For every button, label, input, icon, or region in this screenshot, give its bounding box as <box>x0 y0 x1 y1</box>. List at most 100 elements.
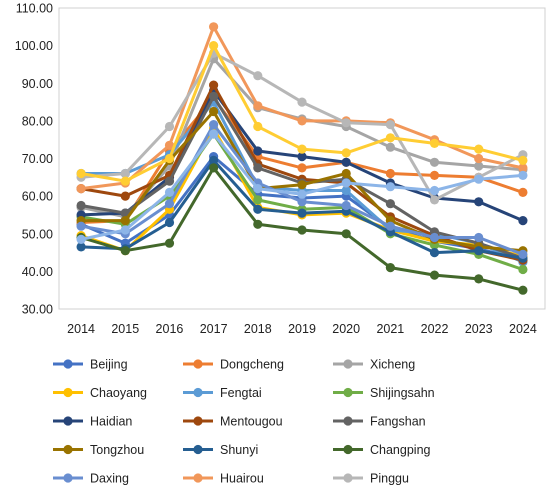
series-miyun <box>76 41 528 186</box>
data-point <box>341 229 351 239</box>
data-point <box>209 163 219 173</box>
data-point <box>209 22 219 32</box>
data-point <box>429 185 440 196</box>
data-point <box>164 176 175 186</box>
data-point <box>341 118 351 128</box>
data-point <box>297 180 307 190</box>
y-tick-label: 60.00 <box>22 190 53 204</box>
legend-swatch-marker <box>63 473 73 483</box>
legend-swatch-marker <box>63 359 73 369</box>
data-point <box>76 168 86 179</box>
data-point <box>253 195 263 205</box>
data-point <box>209 129 219 139</box>
legend-item: Fengtai <box>183 386 262 400</box>
data-point <box>385 221 395 231</box>
data-point <box>120 225 130 235</box>
legend-item: Chaoyang <box>53 386 147 400</box>
data-point <box>429 248 440 258</box>
legend-label: Dongcheng <box>220 358 284 372</box>
x-tick-label: 2018 <box>244 322 272 336</box>
data-point <box>474 246 484 256</box>
data-point <box>209 120 219 130</box>
y-tick-label: 40.00 <box>22 265 53 279</box>
legend-item: Shunyi <box>183 443 258 457</box>
data-point <box>297 97 307 107</box>
data-point <box>341 148 351 158</box>
legend-swatch-marker <box>343 359 353 369</box>
legend-item: Changping <box>333 443 431 457</box>
data-point <box>164 153 175 164</box>
data-point <box>76 184 86 194</box>
data-point <box>518 264 528 275</box>
data-point <box>385 133 395 143</box>
data-point <box>297 152 307 162</box>
data-point <box>341 178 351 188</box>
legend-item: Beijing <box>53 358 128 372</box>
legend-item: Dongcheng <box>183 358 284 372</box>
legend-label: Xicheng <box>370 358 415 372</box>
data-point <box>474 197 484 207</box>
data-point <box>253 146 263 156</box>
data-point <box>297 208 307 218</box>
data-point <box>76 234 86 244</box>
data-point <box>297 163 307 173</box>
data-point <box>429 195 440 205</box>
data-point <box>474 144 484 154</box>
data-point <box>209 91 219 101</box>
x-tick-label: 2022 <box>421 322 449 336</box>
legend-item: Pinggu <box>333 472 409 486</box>
legend-item: Daxing <box>53 472 129 486</box>
x-tick-label: 2017 <box>200 322 228 336</box>
legend-label: Haidian <box>90 415 132 429</box>
y-axis: 30.00 40.00 50.00 60.00 70.00 80.00 90.00 100.0… <box>15 2 53 317</box>
data-point <box>474 153 484 164</box>
data-point <box>429 157 440 167</box>
series-layer <box>76 22 528 295</box>
x-axis: 2014 2015 2016 2017 2018 2019 2020 2021 2022 2023… <box>67 322 537 336</box>
y-tick-label: 30.00 <box>22 303 53 317</box>
data-point <box>209 80 219 90</box>
series-yanqing <box>76 129 528 244</box>
data-point <box>518 155 528 165</box>
y-tick-label: 70.00 <box>22 152 53 166</box>
legend-label: Daxing <box>90 472 129 486</box>
legend: Beijing Dongcheng Xicheng Chaoyang Fengtai Sh… <box>53 358 435 486</box>
data-point <box>385 120 395 130</box>
y-tick-label: 90.00 <box>22 77 53 91</box>
legend-swatch-marker <box>193 416 203 426</box>
x-tick-label: 2015 <box>111 322 139 336</box>
data-point <box>253 184 263 194</box>
legend-swatch-marker <box>63 387 73 398</box>
data-point <box>120 191 130 201</box>
data-point <box>253 163 263 173</box>
data-point <box>341 185 351 196</box>
data-point <box>76 242 86 252</box>
data-point <box>518 249 528 259</box>
data-point <box>429 170 440 180</box>
data-point <box>297 197 307 207</box>
plot-area <box>58 7 546 310</box>
legend-label: Pinggu <box>370 472 409 486</box>
legend-swatch-marker <box>63 444 73 455</box>
y-tick-label: 100.00 <box>15 39 53 53</box>
x-tick-label: 2019 <box>288 322 316 336</box>
legend-swatch-marker <box>343 387 353 398</box>
legend-swatch-marker <box>193 473 203 483</box>
data-point <box>474 232 484 243</box>
data-point <box>474 174 484 184</box>
legend-swatch-marker <box>343 444 353 455</box>
data-point <box>429 232 440 243</box>
legend-swatch-marker <box>193 387 203 398</box>
data-point <box>385 182 395 192</box>
data-point <box>518 285 528 295</box>
legend-label: Huairou <box>220 472 264 486</box>
legend-label: Changping <box>370 443 431 457</box>
legend-label: Beijing <box>90 358 128 372</box>
data-point <box>209 106 219 117</box>
data-point <box>518 170 528 180</box>
data-point <box>341 200 351 211</box>
data-point <box>518 163 528 173</box>
legend-label: Mentougou <box>220 415 283 429</box>
data-point <box>164 217 175 228</box>
